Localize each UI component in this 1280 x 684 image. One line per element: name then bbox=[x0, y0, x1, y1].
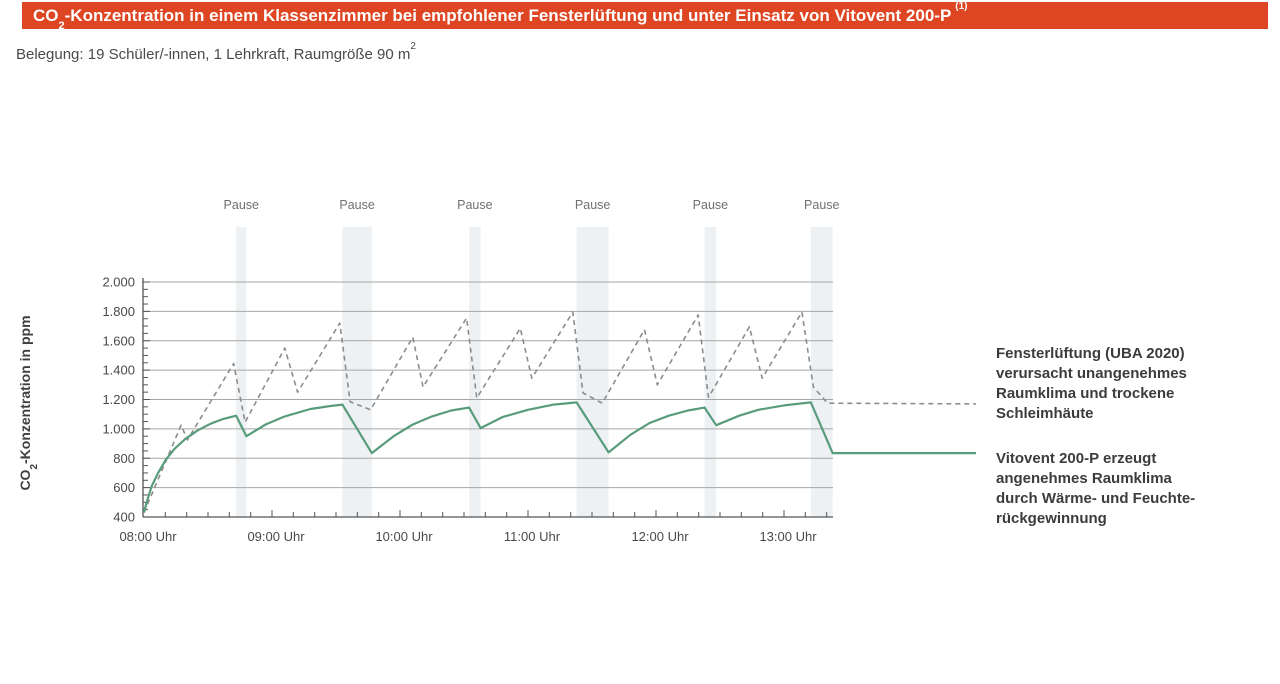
gridlines bbox=[143, 281, 833, 489]
pause-band bbox=[469, 227, 481, 517]
annotation-line: Schleimhäute bbox=[996, 405, 1094, 422]
axis-labels: Pause Pause Pause Pause Pause Pause 400 600 800 1… bbox=[102, 198, 839, 544]
title-subscript: 2 bbox=[58, 19, 65, 32]
pause-label: Pause bbox=[339, 198, 374, 212]
y-tick-label: 2.000 bbox=[102, 275, 135, 290]
pause-bands bbox=[236, 227, 833, 517]
series-fensterlueftung-line bbox=[143, 311, 977, 513]
annotation-fensterlueftung: Fensterlüftung (UBA 2020) verursacht una… bbox=[996, 344, 1246, 424]
annotation-line: Fensterlüftung (UBA 2020) bbox=[996, 345, 1185, 362]
annotation-line: Raumklima und trockene bbox=[996, 385, 1175, 402]
axis-ticks bbox=[143, 281, 828, 517]
pause-label: Pause bbox=[224, 198, 259, 212]
y-tick-label: 800 bbox=[113, 451, 135, 466]
y-tick-label: 1.000 bbox=[102, 421, 135, 436]
x-tick-label: 10:00 Uhr bbox=[375, 529, 433, 544]
pause-label: Pause bbox=[693, 198, 728, 212]
axes bbox=[142, 278, 833, 518]
x-tick-label: 09:00 Uhr bbox=[247, 529, 305, 544]
series-vitovent-line bbox=[142, 401, 976, 513]
x-tick-label: 08:00 Uhr bbox=[119, 529, 177, 544]
page-title: CO2-Konzentration in einem Klassenzimmer… bbox=[33, 0, 968, 32]
annotation-line: angenehmes Raumklima bbox=[996, 470, 1172, 487]
y-tick-label: 1.800 bbox=[102, 304, 135, 319]
pause-band bbox=[576, 227, 609, 517]
x-tick-label: 11:00 Uhr bbox=[504, 529, 561, 544]
pause-label: Pause bbox=[575, 198, 610, 212]
title-bar: CO2-Konzentration in einem Klassenzimmer… bbox=[22, 0, 1268, 32]
y-tick-label: 400 bbox=[113, 510, 135, 525]
annotation-line: Vitovent 200-P erzeugt bbox=[996, 450, 1157, 467]
y-tick-label: 1.600 bbox=[102, 333, 135, 348]
pause-band bbox=[704, 227, 717, 517]
occupancy-subtitle: Belegung: 19 Schüler/-innen, 1 Lehrkraft… bbox=[16, 41, 416, 64]
x-tick-label: 13:00 Uhr bbox=[759, 529, 817, 544]
pause-band bbox=[236, 227, 247, 517]
data-series bbox=[142, 311, 977, 513]
annotation-line: rückgewinnung bbox=[996, 510, 1107, 527]
y-tick-label: 600 bbox=[113, 480, 135, 495]
pause-band bbox=[342, 227, 372, 517]
annotation-vitovent: Vitovent 200-P erzeugt angenehmes Raumkl… bbox=[996, 449, 1246, 529]
pause-label: Pause bbox=[804, 198, 839, 212]
pause-band bbox=[810, 227, 833, 517]
annotation-line: durch Wärme- und Feuchte- bbox=[996, 490, 1196, 507]
title-footnote-marker: (1) bbox=[955, 0, 968, 12]
pause-label: Pause bbox=[457, 198, 492, 212]
y-tick-label: 1.400 bbox=[102, 363, 135, 378]
annotation-line: verursacht unangenehmes bbox=[996, 365, 1187, 382]
y-tick-label: 1.200 bbox=[102, 392, 135, 407]
x-tick-label: 12:00 Uhr bbox=[631, 529, 689, 544]
